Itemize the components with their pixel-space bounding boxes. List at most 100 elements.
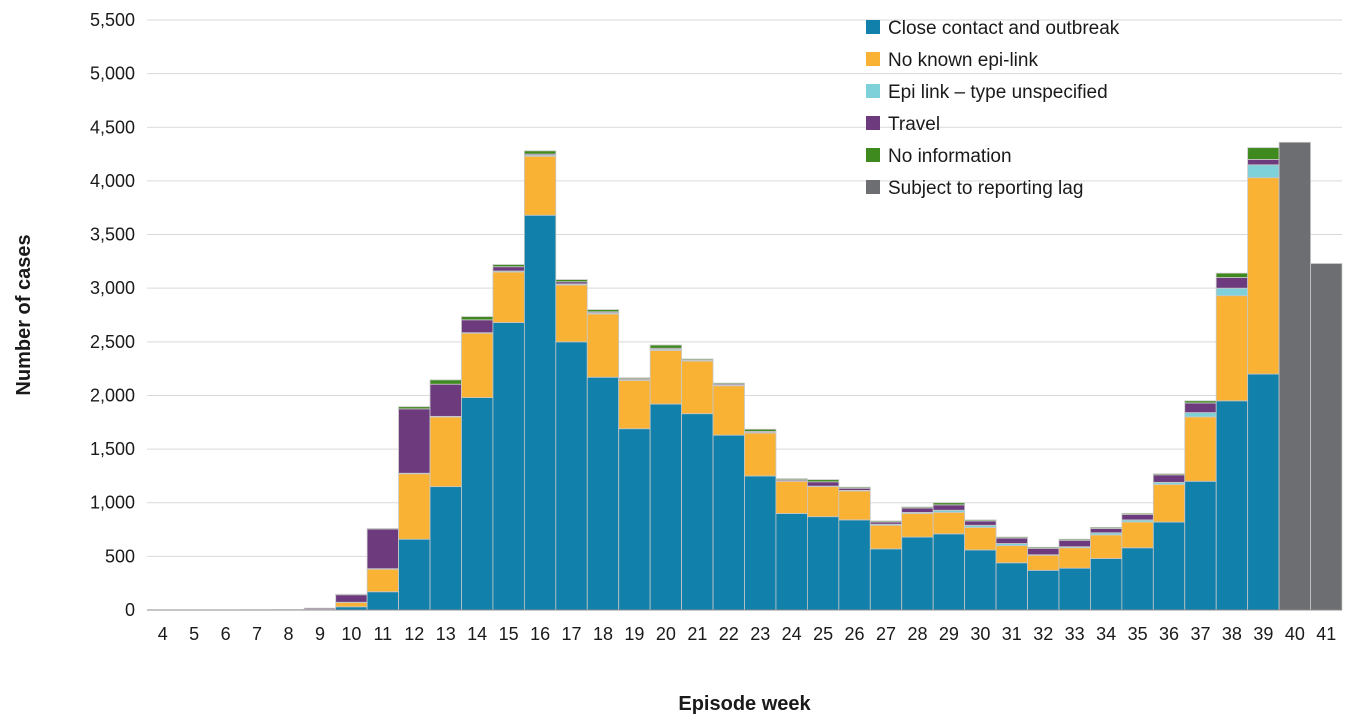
y-tick-label: 4,500 (90, 117, 135, 137)
bar-segment (1216, 277, 1247, 288)
bar-segment (1153, 522, 1184, 610)
bar-segment (1185, 481, 1216, 610)
legend-label: Epi link – type unspecified (888, 82, 1108, 103)
bar-segment (430, 487, 461, 610)
y-tick-label: 0 (125, 600, 135, 620)
bar-segment (619, 429, 650, 610)
bar-segment (745, 476, 776, 610)
x-tick-label: 13 (436, 624, 456, 644)
bar-segment (556, 285, 587, 342)
y-tick-label: 1,500 (90, 439, 135, 459)
bar-segment (807, 482, 838, 486)
bar-segment (619, 380, 650, 428)
bar-segment (1248, 159, 1279, 164)
x-tick-label: 14 (467, 624, 487, 644)
x-tick-label: 37 (1190, 624, 1210, 644)
bar-segment (587, 377, 618, 610)
bar-segment (1059, 539, 1090, 540)
y-tick-label: 5,500 (90, 10, 135, 30)
bar-segment (1090, 528, 1121, 532)
bar-segment (1216, 401, 1247, 610)
legend-swatch (866, 148, 880, 162)
bar-segment (461, 320, 492, 333)
bar-segment (996, 537, 1027, 538)
bar-segment (524, 151, 555, 154)
bar-segment (1059, 540, 1090, 546)
bar-segment (1216, 288, 1247, 296)
bar-segment (807, 480, 838, 482)
x-tick-label: 21 (687, 624, 707, 644)
bar-segment (807, 487, 838, 517)
bar-segment (1028, 547, 1059, 548)
bar-segment (336, 594, 367, 595)
legend-label: Close contact and outbreak (888, 18, 1120, 39)
bar-segment (367, 529, 398, 569)
bar-segment (399, 409, 430, 473)
bar-segment (493, 272, 524, 322)
bar-segment (996, 563, 1027, 610)
bar-segment (336, 595, 367, 603)
bar-segment (776, 481, 807, 513)
bar-segment (556, 342, 587, 610)
x-tick-label: 5 (189, 624, 199, 644)
bar-segment (1216, 273, 1247, 277)
bar-segment (713, 383, 744, 384)
bar-segment (839, 491, 870, 520)
bar-segment (1090, 559, 1121, 610)
bar-segment (367, 528, 398, 529)
bar-segment (1185, 417, 1216, 481)
bar-segment (902, 513, 933, 537)
bar-segment (1153, 484, 1184, 522)
x-tick-label: 19 (624, 624, 644, 644)
bar-segment (619, 378, 650, 379)
bar-segment (587, 314, 618, 377)
x-tick-label: 7 (252, 624, 262, 644)
x-tick-label: 8 (284, 624, 294, 644)
y-tick-label: 4,000 (90, 171, 135, 191)
x-tick-label: 11 (374, 624, 393, 644)
bar-segment (1122, 522, 1153, 548)
bar-segment (336, 602, 367, 606)
x-tick-label: 29 (939, 624, 959, 644)
legend-swatch (866, 20, 880, 34)
bar-segment (776, 513, 807, 610)
x-tick-label: 25 (813, 624, 833, 644)
legend-label: Subject to reporting lag (888, 178, 1083, 199)
bar-segment (1028, 555, 1059, 570)
x-tick-label: 15 (499, 624, 519, 644)
bar-segment (1122, 515, 1153, 520)
x-tick-label: 30 (970, 624, 990, 644)
bar-segment (839, 520, 870, 610)
x-tick-label: 17 (562, 624, 582, 644)
bar-segment (682, 361, 713, 414)
bar-segment (933, 512, 964, 533)
bar-segment (650, 350, 681, 404)
bar-segment (524, 215, 555, 610)
x-tick-label: 10 (341, 624, 361, 644)
bar-segment (524, 156, 555, 215)
bar-segment (996, 546, 1027, 563)
bar-segment (996, 538, 1027, 543)
bar-segment (902, 537, 933, 610)
bar-segment (556, 280, 587, 282)
bar-segment (650, 345, 681, 348)
x-axis-title: Episode week (678, 693, 811, 715)
bar-segment (1248, 374, 1279, 610)
bar-segment (965, 527, 996, 550)
bar-segment (745, 433, 776, 476)
bar-segment (870, 549, 901, 610)
y-tick-label: 1,000 (90, 493, 135, 513)
x-tick-label: 16 (530, 624, 550, 644)
bar-segment (1279, 142, 1310, 610)
bar-segment (587, 310, 618, 312)
bar-segment (870, 521, 901, 522)
x-tick-label: 9 (315, 624, 325, 644)
bar-segment (776, 479, 807, 480)
bar-segment (399, 407, 430, 409)
x-tick-label: 22 (719, 624, 739, 644)
y-tick-label: 500 (105, 546, 135, 566)
bar-segment (713, 435, 744, 610)
x-tick-label: 35 (1128, 624, 1148, 644)
